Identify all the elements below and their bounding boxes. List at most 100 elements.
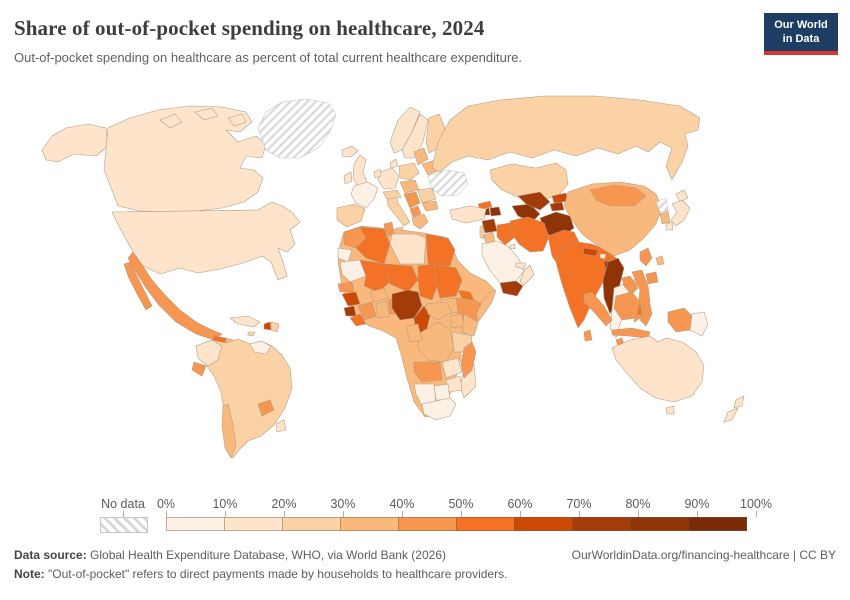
country-oman[interactable] [519, 264, 535, 286]
country-poland[interactable] [398, 162, 420, 181]
country-central-african-republic[interactable] [425, 301, 453, 321]
country-iceland[interactable] [341, 145, 359, 158]
region-central-europe[interactable] [399, 179, 420, 194]
country-paraguay[interactable] [257, 399, 275, 417]
country-yemen[interactable] [499, 280, 524, 297]
region-south-america[interactable] [195, 338, 293, 459]
country-uruguay[interactable] [275, 419, 287, 433]
region-alpine-europe[interactable] [382, 189, 402, 200]
country-ghana[interactable] [375, 300, 391, 319]
country-iran[interactable] [509, 216, 550, 253]
country-mongolia[interactable] [589, 184, 647, 207]
country-nepal[interactable] [582, 247, 599, 257]
country-azerbaijan[interactable] [489, 206, 502, 217]
region-levant[interactable] [479, 224, 485, 240]
legend-bin-70-80%[interactable] [572, 517, 631, 531]
country-kazakhstan[interactable] [489, 162, 569, 201]
legend-bin-40-50%[interactable] [398, 517, 457, 531]
country-angola[interactable] [413, 361, 443, 383]
arctic-island[interactable] [227, 113, 247, 127]
country-niger[interactable] [385, 263, 419, 293]
country-dominican-republic[interactable] [270, 321, 280, 333]
legend-bin-90-100%[interactable] [688, 517, 747, 531]
legend-bin-30-40%[interactable] [340, 517, 399, 531]
country-kenya[interactable] [461, 313, 479, 337]
country-dr-congo[interactable] [417, 321, 455, 363]
legend-bin-20-30%[interactable] [282, 517, 341, 531]
country-botswana[interactable] [433, 383, 451, 401]
region-new-zealand-south[interactable] [723, 407, 739, 423]
country-senegal[interactable] [337, 281, 355, 293]
region-baltics[interactable] [413, 147, 429, 166]
country-laos[interactable] [621, 275, 639, 295]
owid-logo[interactable]: Our World in Data [764, 13, 838, 55]
country-south-africa[interactable] [421, 397, 457, 421]
region-java[interactable] [611, 327, 651, 339]
country-canada[interactable] [103, 105, 267, 213]
country-sierra-leone[interactable] [343, 305, 357, 317]
region-guianas[interactable] [249, 340, 272, 355]
country-greece[interactable] [411, 213, 429, 230]
country-ecuador[interactable] [191, 361, 207, 377]
arctic-island[interactable] [194, 107, 219, 121]
country-haiti[interactable] [263, 321, 272, 331]
country-madagascar[interactable] [460, 341, 477, 379]
legend-bin-10-20%[interactable] [224, 517, 283, 531]
region-benelux[interactable] [373, 168, 382, 179]
country-kuwait[interactable] [509, 243, 516, 250]
country-greenland[interactable] [257, 98, 337, 159]
country-uganda[interactable] [449, 313, 465, 329]
region-japan-honshu[interactable] [670, 199, 691, 227]
country-liberia[interactable] [349, 313, 367, 327]
country-tajikistan[interactable] [549, 201, 565, 212]
country-united-states[interactable] [111, 201, 301, 281]
region-west-papua[interactable] [667, 307, 693, 333]
attribution-link[interactable]: OurWorldinData.org/financing-healthcare … [571, 548, 836, 562]
country-burkina-faso[interactable] [369, 287, 389, 303]
country-romania[interactable] [417, 187, 437, 204]
region-congo-gabon[interactable] [405, 323, 423, 343]
country-ireland[interactable] [343, 171, 353, 185]
region-philippines-mindanao[interactable] [645, 271, 659, 285]
country-germany[interactable] [377, 167, 400, 190]
country-mauritania[interactable] [339, 259, 367, 283]
country-south-korea[interactable] [659, 210, 671, 225]
country-jamaica[interactable] [247, 331, 256, 337]
country-north-korea[interactable] [655, 197, 669, 213]
country-sudan[interactable] [433, 263, 463, 299]
country-denmark[interactable] [389, 158, 399, 169]
country-alaska[interactable] [41, 123, 109, 163]
country-saudi-arabia[interactable] [481, 240, 525, 284]
country-syria[interactable] [481, 218, 498, 234]
region-baja-california[interactable] [123, 261, 153, 311]
country-bulgaria[interactable] [421, 200, 439, 212]
region-borneo[interactable] [613, 291, 641, 321]
country-uzbekistan[interactable] [517, 191, 551, 211]
country-sweden[interactable] [401, 113, 429, 159]
country-georgia[interactable] [477, 200, 493, 210]
legend-bin-80-90%[interactable] [630, 517, 689, 531]
region-new-zealand-north[interactable] [733, 395, 745, 409]
region-balkans[interactable] [403, 191, 421, 209]
country-nigeria[interactable] [391, 289, 423, 321]
country-zambia[interactable] [441, 357, 463, 379]
country-chile[interactable] [221, 403, 237, 459]
country-ukraine[interactable] [427, 169, 469, 197]
region-iberia[interactable] [336, 203, 366, 228]
country-papua-new-guinea[interactable] [689, 311, 709, 337]
country-bhutan[interactable] [599, 253, 607, 260]
country-france[interactable] [350, 181, 379, 209]
country-turkey[interactable] [449, 205, 487, 224]
country-cuba[interactable] [229, 315, 261, 328]
arctic-island[interactable] [159, 113, 183, 129]
country-guinea[interactable] [341, 291, 361, 307]
country-norway[interactable] [389, 106, 421, 154]
country-albania[interactable] [409, 205, 422, 218]
country-libya[interactable] [389, 233, 427, 265]
country-colombia[interactable] [195, 339, 223, 367]
legend-bin-0-10%[interactable] [166, 517, 225, 531]
country-russia[interactable] [431, 95, 701, 181]
region-philippines-luzon[interactable] [639, 247, 653, 267]
legend-bin-60-70%[interactable] [514, 517, 573, 531]
